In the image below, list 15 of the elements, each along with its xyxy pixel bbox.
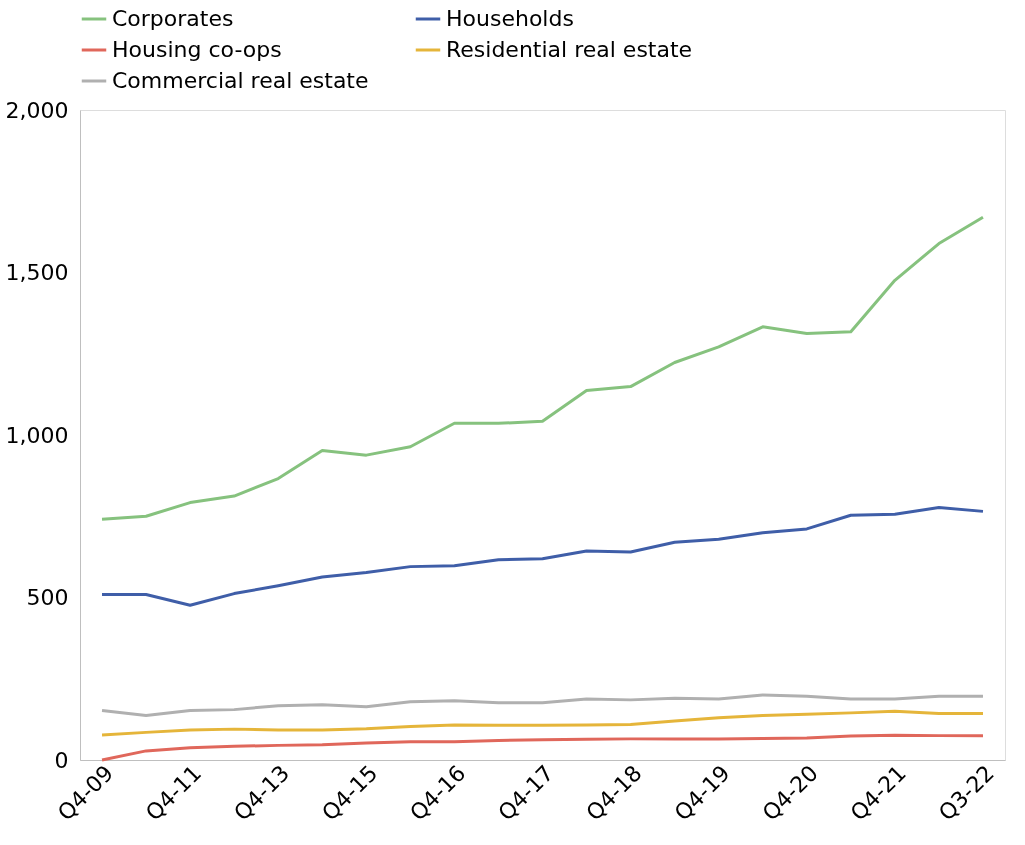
legend-label: Housing co-ops <box>112 37 282 62</box>
line-series <box>100 709 985 737</box>
line-series <box>100 505 985 607</box>
legend-label: Households <box>446 6 574 31</box>
line-series <box>100 693 985 717</box>
legend-label: Residential real estate <box>446 37 693 62</box>
legend-label: Commercial real estate <box>112 68 369 93</box>
y-tick-label: 1,000 <box>5 422 69 448</box>
line-series <box>100 733 985 762</box>
y-tick-label: 500 <box>26 585 69 610</box>
y-tick-label: 2,000 <box>5 97 69 123</box>
legend-label: Corporates <box>112 6 234 31</box>
y-tick-label: 0 <box>54 747 69 773</box>
y-tick-label: 1,500 <box>5 260 69 285</box>
line-series <box>100 215 985 521</box>
